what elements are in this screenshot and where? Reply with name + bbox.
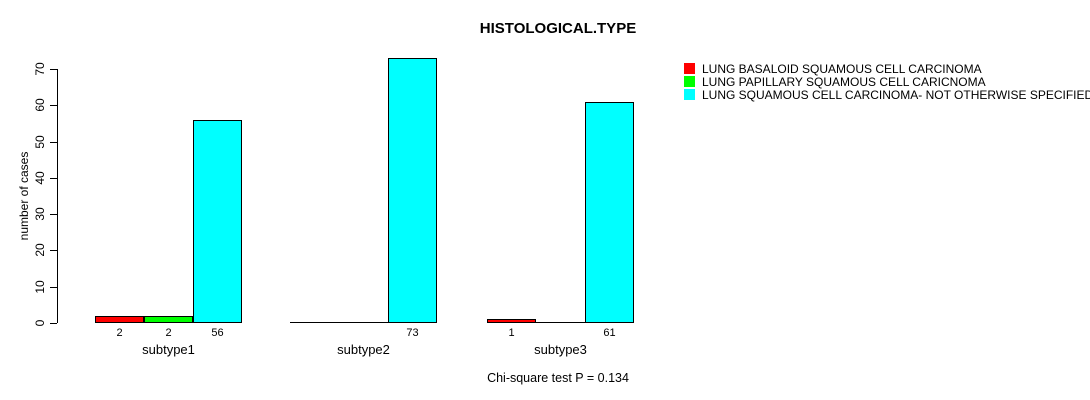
y-tick-label: 70 bbox=[33, 62, 47, 76]
y-tick-label: 20 bbox=[33, 243, 47, 257]
y-tick-label: 0 bbox=[33, 319, 47, 327]
y-tick-mark bbox=[50, 287, 57, 288]
y-tick-label: 30 bbox=[33, 207, 47, 221]
legend-swatch bbox=[684, 76, 695, 87]
bar-value-label: 1 bbox=[508, 327, 515, 339]
category-label-subtype1: subtype1 bbox=[142, 342, 195, 357]
category-label-subtype2: subtype2 bbox=[337, 342, 390, 357]
legend-item: LUNG SQUAMOUS CELL CARCINOMA- NOT OTHERW… bbox=[684, 87, 1090, 102]
chart-title: HISTOLOGICAL.TYPE bbox=[479, 20, 637, 37]
bar-value-label: 73 bbox=[406, 327, 419, 339]
y-tick-label: 50 bbox=[33, 135, 47, 149]
y-axis-label: number of cases bbox=[17, 151, 31, 241]
legend: LUNG BASALOID SQUAMOUS CELL CARCINOMA LUN… bbox=[684, 61, 1090, 102]
legend-swatch bbox=[684, 63, 695, 74]
y-tick-mark bbox=[50, 105, 57, 106]
bar-subtype2-series2 bbox=[388, 58, 437, 323]
bar-subtype3-series2 bbox=[585, 102, 634, 323]
y-tick-label: 60 bbox=[33, 98, 47, 112]
y-tick-mark bbox=[50, 250, 57, 251]
y-tick-mark bbox=[50, 214, 57, 215]
legend-label: LUNG BASALOID SQUAMOUS CELL CARCINOMA bbox=[702, 61, 982, 76]
legend-label: LUNG PAPILLARY SQUAMOUS CELL CARICNOMA bbox=[702, 74, 986, 89]
zero-bar-subtype3-series1 bbox=[536, 322, 585, 323]
legend-item: LUNG PAPILLARY SQUAMOUS CELL CARICNOMA bbox=[684, 74, 1090, 89]
y-tick-mark bbox=[50, 178, 57, 179]
bar-value-label: 2 bbox=[116, 327, 123, 339]
y-tick-mark bbox=[50, 69, 57, 70]
bar-subtype1-series0 bbox=[95, 316, 144, 323]
chi-square-annotation: Chi-square test P = 0.134 bbox=[487, 371, 629, 385]
zero-bar-subtype2-series1 bbox=[339, 322, 388, 323]
bar-subtype3-series0 bbox=[487, 319, 536, 323]
bar-value-label: 2 bbox=[165, 327, 172, 339]
legend-item: LUNG BASALOID SQUAMOUS CELL CARCINOMA bbox=[684, 61, 1090, 76]
bar-value-label: 61 bbox=[603, 327, 616, 339]
legend-label: LUNG SQUAMOUS CELL CARCINOMA- NOT OTHERW… bbox=[702, 87, 1090, 102]
y-axis-line bbox=[57, 69, 58, 323]
y-tick-label: 10 bbox=[33, 280, 47, 294]
bar-value-label: 56 bbox=[211, 327, 224, 339]
legend-swatch bbox=[684, 89, 695, 100]
category-label-subtype3: subtype3 bbox=[534, 342, 587, 357]
bar-subtype1-series2 bbox=[193, 120, 242, 323]
y-tick-mark bbox=[50, 142, 57, 143]
zero-bar-subtype2-series0 bbox=[290, 322, 339, 323]
bar-subtype1-series1 bbox=[144, 316, 193, 323]
y-tick-mark bbox=[50, 323, 57, 324]
y-tick-label: 40 bbox=[33, 171, 47, 185]
